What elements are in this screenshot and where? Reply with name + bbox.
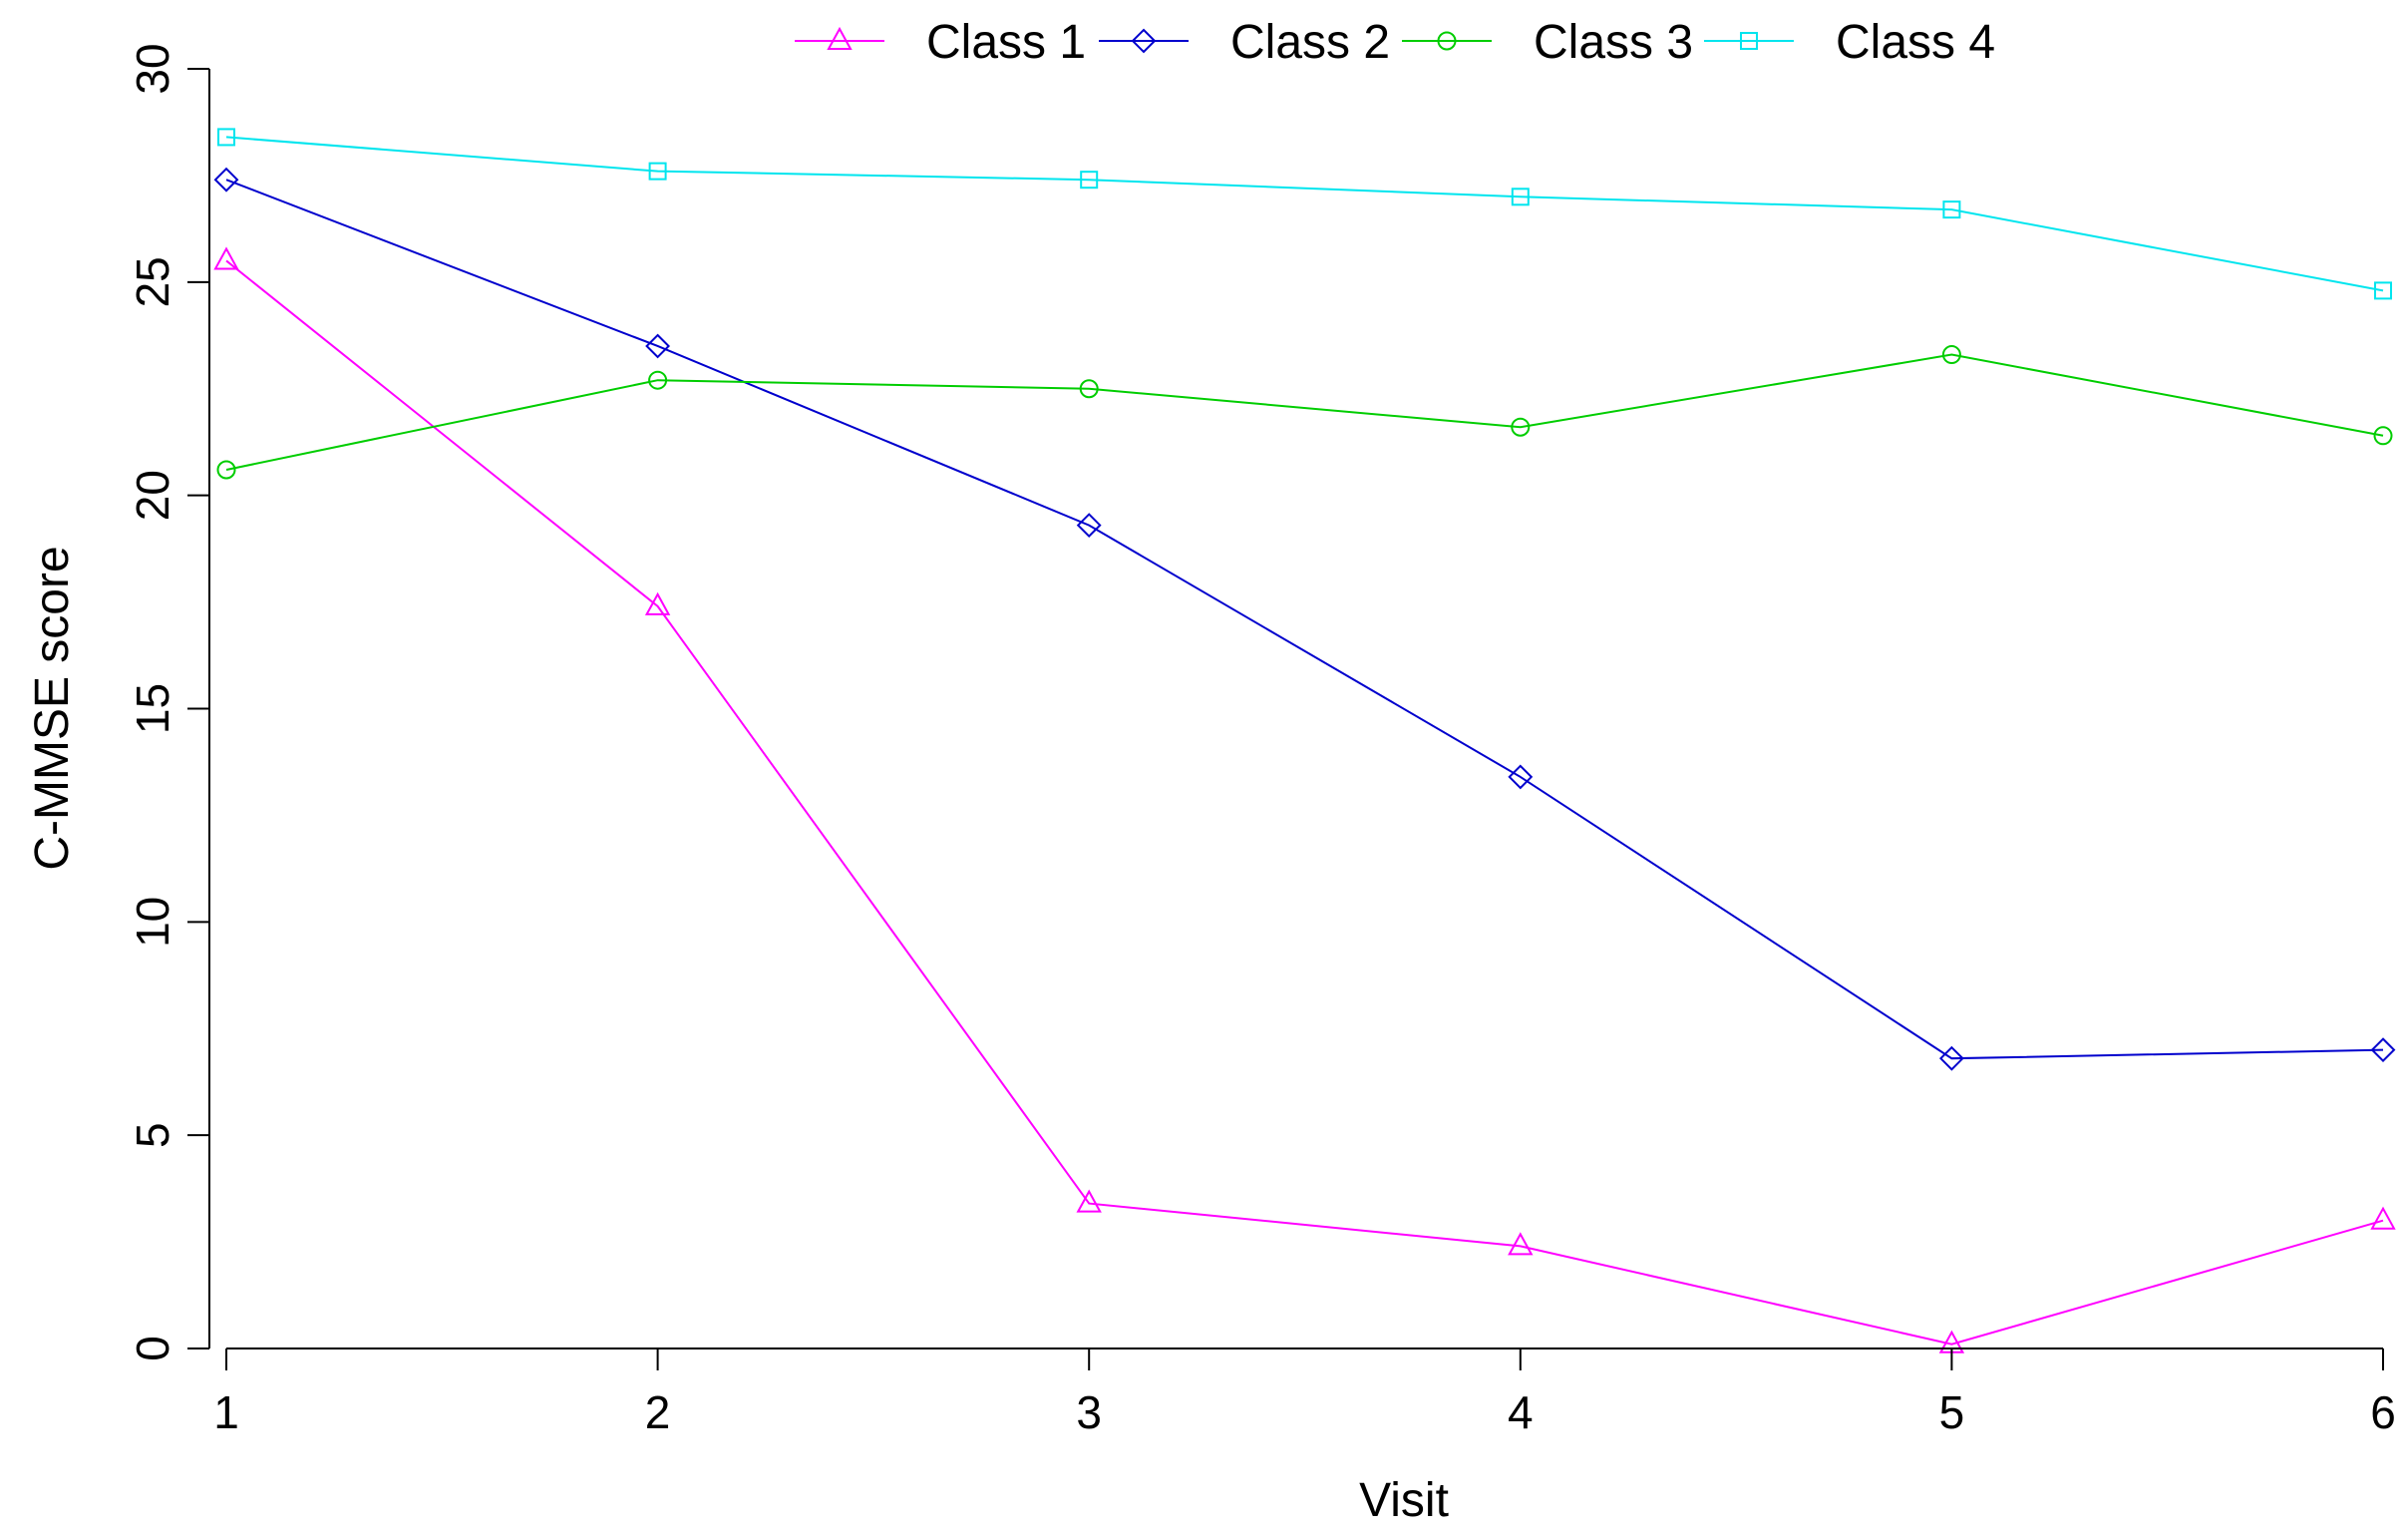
y-tick-label: 5	[127, 1122, 178, 1148]
legend: Class 1 Class 2 Class 3 Class 4	[795, 16, 1995, 69]
series-line	[225, 353, 2384, 471]
legend-label: Class 2	[1230, 16, 1390, 69]
data-point	[1076, 1189, 1102, 1213]
series-line	[225, 179, 2384, 1060]
legend-label: Class 1	[926, 16, 1086, 69]
legend-item: Class 4	[1704, 16, 1995, 69]
data-point	[1942, 200, 1961, 219]
y-tick-label: 25	[127, 256, 178, 307]
legend-marker	[1131, 28, 1157, 54]
data-point	[216, 460, 236, 480]
data-point	[1079, 379, 1099, 399]
data-point	[1941, 345, 1961, 365]
y-tick-label: 30	[127, 43, 178, 94]
data-point	[213, 167, 239, 192]
data-point	[213, 246, 239, 270]
y-tick-label: 0	[127, 1336, 178, 1361]
x-axis-ticks: 1 2 3 4 5 6	[213, 1348, 2396, 1438]
data-point	[1508, 764, 1534, 790]
y-tick-label: 15	[127, 683, 178, 734]
axes	[208, 69, 2383, 1349]
series-line	[225, 259, 2384, 1346]
series-2	[213, 167, 2396, 1071]
legend-marker	[827, 26, 853, 50]
data-point	[645, 333, 671, 359]
x-tick-label: 6	[2370, 1386, 2396, 1438]
y-axis-ticks: 0 5 10 15 20 25 30	[127, 43, 209, 1361]
y-tick-label: 10	[127, 897, 178, 948]
y-axis-title: C-MMSE score	[26, 546, 79, 870]
data-point	[2373, 426, 2393, 446]
legend-marker	[1740, 32, 1758, 50]
series-1	[213, 246, 2396, 1353]
data-point	[2370, 1037, 2396, 1063]
data-point	[1938, 1045, 1964, 1071]
data-point	[648, 162, 667, 181]
x-tick-label: 5	[1939, 1386, 1965, 1438]
data-point	[1511, 188, 1530, 206]
x-tick-label: 2	[645, 1386, 671, 1438]
data-point	[2374, 281, 2392, 300]
legend-item: Class 3	[1402, 16, 1693, 69]
x-tick-label: 4	[1508, 1386, 1534, 1438]
x-axis-title: Visit	[1359, 1474, 1449, 1527]
plot-area	[213, 128, 2396, 1353]
legend-label: Class 3	[1534, 16, 1693, 69]
data-point	[2370, 1206, 2396, 1230]
x-tick-label: 3	[1076, 1386, 1102, 1438]
series-4	[217, 128, 2392, 300]
legend-item: Class 2	[1099, 16, 1390, 69]
data-point	[217, 128, 235, 147]
series-3	[216, 345, 2393, 480]
data-point	[648, 370, 668, 390]
data-point	[644, 591, 671, 615]
data-point	[1080, 171, 1099, 190]
data-point	[1511, 417, 1531, 437]
data-point	[1508, 1232, 1534, 1256]
legend-marker	[1437, 31, 1457, 51]
legend-item: Class 1	[795, 16, 1086, 69]
series-line	[225, 136, 2384, 292]
x-tick-label: 1	[213, 1386, 239, 1438]
y-tick-label: 20	[127, 470, 178, 521]
data-point	[1076, 513, 1102, 539]
legend-label: Class 4	[1836, 16, 1995, 69]
